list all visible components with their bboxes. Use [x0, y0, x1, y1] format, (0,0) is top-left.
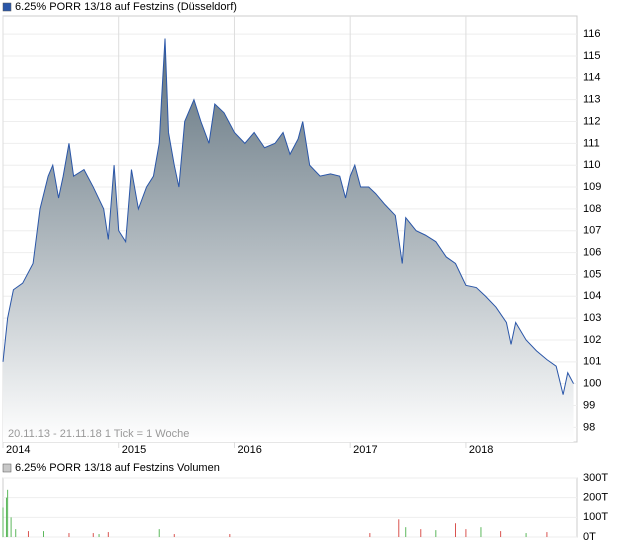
chart-title: 6.25% PORR 13/18 auf Festzins Volumen — [15, 462, 220, 474]
plot-frame — [2, 477, 578, 538]
area — [3, 38, 574, 443]
y-tick-label: 109 — [583, 181, 601, 193]
y-tick-label: 99 — [583, 399, 595, 411]
y-tick-label: 113 — [583, 94, 601, 106]
y-tick-label: 100 — [583, 378, 601, 390]
y-tick-label: 116 — [583, 28, 601, 40]
y-tick-label: 100T — [583, 511, 608, 523]
y-tick-label: 111 — [583, 137, 600, 149]
note: 20.11.13 - 21.11.18 1 Tick = 1 Woche — [8, 428, 189, 440]
x-tick-label: 2018 — [469, 444, 493, 456]
chart-title: 6.25% PORR 13/18 auf Festzins (Düsseldor… — [15, 1, 237, 13]
y-tick-label: 115 — [583, 50, 601, 62]
y-tick-label: 101 — [583, 356, 601, 368]
y-tick-label: 106 — [583, 247, 601, 259]
y-tick-label: 110 — [583, 159, 601, 171]
x-tick-label: 2017 — [353, 444, 377, 456]
y-tick-label: 102 — [583, 334, 601, 346]
y-tick-label: 107 — [583, 225, 601, 237]
x-tick-label: 2015 — [122, 444, 146, 456]
legend-swatch — [2, 463, 12, 473]
y-tick-label: 105 — [583, 268, 601, 280]
y-tick-label: 300T — [583, 472, 608, 484]
x-tick-label: 2014 — [6, 444, 30, 456]
y-tick-label: 114 — [583, 72, 601, 84]
price-line — [2, 38, 574, 395]
x-tick-label: 2016 — [237, 444, 261, 456]
y-tick-label: 98 — [583, 421, 595, 433]
y-tick-label: 112 — [583, 115, 601, 127]
y-tick-label: 0T — [583, 531, 596, 543]
y-tick-label: 108 — [583, 203, 601, 215]
y-tick-label: 103 — [583, 312, 601, 324]
y-tick-label: 104 — [583, 290, 601, 302]
legend-swatch — [2, 2, 12, 12]
y-tick-label: 200T — [583, 492, 608, 504]
